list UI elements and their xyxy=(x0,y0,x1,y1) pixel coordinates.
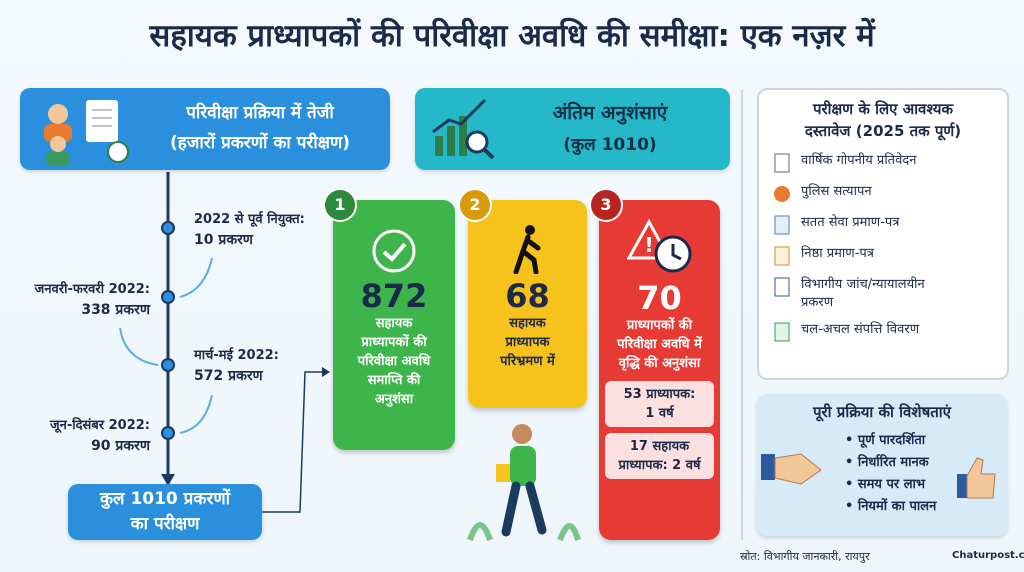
total-line: का परीक्षण xyxy=(130,514,200,534)
documents-heading: परीक्षण के लिए आवश्यक दस्तावेज (2025 तक … xyxy=(759,98,1007,142)
card-text: प्राध्यापकों की xyxy=(361,335,427,350)
card: 2 68 सहायक प्राध्यापक परिभ्रमण में xyxy=(458,188,587,408)
check-icon xyxy=(372,229,416,273)
documents-panel: परीक्षण के लिए आवश्यक दस्तावेज (2025 तक … xyxy=(757,88,1009,380)
timeline-label: जून-दिसंबर 2022: xyxy=(50,418,150,433)
person-illustration xyxy=(467,424,581,542)
document-text: वार्षिक गोपनीय प्रतिवेदन xyxy=(801,153,917,168)
detail-text: 1 वर्ष xyxy=(645,406,674,421)
feature-item: • समय पर लाभ xyxy=(845,477,926,492)
document-text: सतत सेवा प्रमाण-पत्र xyxy=(801,215,900,230)
timeline-item: 2022 से पूर्व नियुक्त: 10 प्रकरण xyxy=(194,210,305,250)
document-item: सतत सेवा प्रमाण-पत्र xyxy=(771,214,1007,236)
documents-list: वार्षिक गोपनीय प्रतिवेदन पुलिस सत्यापन स… xyxy=(771,152,1007,343)
doc-icon xyxy=(774,215,790,235)
card-text: अनुशंसा xyxy=(374,392,414,407)
process-heading: परिवीक्षा प्रक्रिया में तेजी xyxy=(186,103,334,123)
card-text: सहायक xyxy=(509,316,546,331)
recommendations-box: अंतिम अनुशंसाएं (कुल 1010) xyxy=(415,88,730,170)
document-text-group: विभागीय जांच/न्यायालयीन प्रकरण xyxy=(801,276,925,312)
card: 1 872 सहायक प्राध्यापकों की परिवीक्षा अव… xyxy=(323,188,455,450)
timeline-value: 10 प्रकरण xyxy=(194,232,253,248)
timeline-value: 338 प्रकरण xyxy=(81,302,150,318)
document-item: चल-अचल संपत्ति विवरण xyxy=(771,321,1007,343)
walk-icon xyxy=(513,225,540,275)
card-text: प्राध्यापकों की xyxy=(626,318,693,333)
doc-icon xyxy=(774,322,790,342)
document-text: चल-अचल संपत्ति विवरण xyxy=(801,322,920,337)
process-box: परिवीक्षा प्रक्रिया में तेजी (हजारों प्र… xyxy=(20,88,390,170)
timeline-label: मार्च-मई 2022: xyxy=(194,348,279,363)
detail-text: 17 सहायक xyxy=(629,439,690,454)
feature-item: • नियमों का पालन xyxy=(845,499,937,514)
detail-text: प्राध्यापक: 2 वर्ष xyxy=(618,458,701,473)
feature-item: • पूर्ण पारदर्शिता xyxy=(845,433,926,448)
thumbs-up-icon xyxy=(957,457,996,499)
card-text: समाप्ति की xyxy=(367,373,421,388)
doc-icon xyxy=(774,153,790,173)
total-box: कुल 1010 प्रकरणों का परीक्षण xyxy=(68,484,262,540)
badge-icon xyxy=(774,186,790,202)
doc-icon xyxy=(774,277,790,297)
document-text: निष्ठा प्रमाण-पत्र xyxy=(801,246,874,261)
card-text: प्राध्यापक xyxy=(505,335,550,350)
document-item: विभागीय जांच/न्यायालयीन प्रकरण xyxy=(771,276,1007,312)
card-text: परिभ्रमण में xyxy=(500,354,555,369)
feature-item: • निर्धारित मानक xyxy=(845,455,929,470)
card-text: सहायक xyxy=(375,316,413,331)
card-number: 3 xyxy=(589,188,623,222)
documents-heading-line: दस्तावेज (2025 तक पूर्ण) xyxy=(804,122,962,140)
card-number: 2 xyxy=(458,188,492,222)
source: स्रोत: विभागीय जानकारी, रायपुर xyxy=(740,550,870,563)
document-text: प्रकरण xyxy=(801,295,834,310)
card-text: परिवीक्षा अवधि में xyxy=(617,337,702,352)
card-detail: 53 प्राध्यापक: 1 वर्ष xyxy=(605,381,714,427)
title: सहायक प्राध्यापकों की परिवीक्षा अवधि की … xyxy=(149,18,875,54)
total-line: कुल 1010 प्रकरणों xyxy=(99,489,231,509)
recommendations-total: (कुल 1010) xyxy=(563,135,657,155)
card-value: 70 xyxy=(637,279,682,317)
timeline-item: मार्च-मई 2022: 572 प्रकरण xyxy=(194,346,279,386)
features-list: • पूर्ण पारदर्शिता • निर्धारित मानक • सम… xyxy=(845,430,936,518)
timeline-value: 572 प्रकरण xyxy=(194,368,263,384)
brand: Chaturpost.com xyxy=(952,550,1024,561)
timeline-label: जनवरी-फरवरी 2022: xyxy=(34,282,150,297)
features-panel: पूरी प्रक्रिया की विशेषताएं • पूर्ण पारद… xyxy=(757,394,1007,536)
document-item: निष्ठा प्रमाण-पत्र xyxy=(771,245,1007,267)
timeline-label: 2022 से पूर्व नियुक्त: xyxy=(194,212,305,227)
doc-icon xyxy=(774,246,790,266)
handshake-icon xyxy=(761,453,822,485)
card-detail: 17 सहायक प्राध्यापक: 2 वर्ष xyxy=(605,433,714,479)
card-value: 872 xyxy=(360,277,428,315)
chart-icon xyxy=(432,98,495,160)
timeline-item: जनवरी-फरवरी 2022: 338 प्रकरण xyxy=(6,280,150,320)
card-text: वृद्धि की अनुशंसा xyxy=(618,356,701,371)
card-number: 1 xyxy=(323,188,357,222)
timeline-item: जून-दिसंबर 2022: 90 प्रकरण xyxy=(6,416,150,456)
card-value: 68 xyxy=(505,277,550,315)
detail-text: 53 प्राध्यापक: xyxy=(623,387,696,402)
alert-clock-icon: ! xyxy=(625,218,691,273)
timeline-value: 90 प्रकरण xyxy=(91,438,150,454)
process-subheading: (हजारों प्रकरणों का परीक्षण) xyxy=(169,133,351,153)
document-text: विभागीय जांच/न्यायालयीन xyxy=(801,277,925,292)
document-text: पुलिस सत्यापन xyxy=(801,184,872,199)
features-heading: पूरी प्रक्रिया की विशेषताएं xyxy=(813,403,951,421)
documents-heading-line: परीक्षण के लिए आवश्यक xyxy=(813,100,953,118)
process-icon xyxy=(44,100,129,166)
svg-text:!: ! xyxy=(644,233,653,257)
recommendations-heading: अंतिम अनुशंसाएं xyxy=(552,102,668,124)
document-item: पुलिस सत्यापन xyxy=(771,183,1007,205)
card-text: परिवीक्षा अवधि xyxy=(357,354,431,369)
card: 3 ! 70 प्राध्यापकों की परिवीक्षा अवधि मे… xyxy=(589,188,720,540)
document-item: वार्षिक गोपनीय प्रतिवेदन xyxy=(771,152,1007,174)
